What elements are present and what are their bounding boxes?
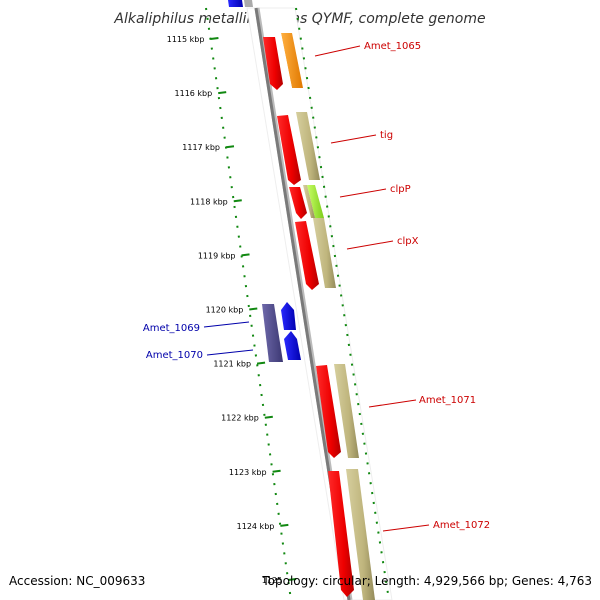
scale-label: 1121 kbp	[213, 360, 251, 369]
scale-label: 1120 kbp	[206, 306, 244, 315]
scale-label: 1117 kbp	[182, 143, 220, 152]
gene-amet-1071	[316, 364, 359, 458]
scale-tick	[218, 91, 227, 95]
accession-text: Accession: NC_009633	[9, 574, 146, 588]
scale-labels: 1115 kbp 1116 kbp 1117 kbp 1118 kbp 1119 kbp…	[167, 35, 282, 585]
gene-labels: Amet_1065 tig clpP clpX Amet_1069 Amet_1…	[143, 41, 490, 531]
scale-tick	[288, 578, 297, 581]
scale-tick	[210, 37, 219, 40]
scale-tick	[264, 415, 273, 419]
scale-label: 1125	[262, 576, 282, 585]
scale-tick	[256, 361, 266, 365]
scale-tick	[249, 307, 258, 311]
scale-tick	[225, 145, 235, 149]
gene-clpX	[295, 218, 336, 290]
gene-label-amet-1065: Amet_1065	[364, 41, 421, 52]
topology-text: Topology: circular; Length: 4,929,566 bp…	[262, 574, 592, 588]
gene-label-leaders	[203, 45, 430, 532]
gene-amet-1065	[263, 33, 303, 90]
scale-label: 1115 kbp	[167, 35, 205, 44]
gene-label-clpX: clpX	[397, 236, 419, 247]
scale-ruler	[205, 7, 390, 600]
gene-label-amet-1072: Amet_1072	[433, 520, 490, 531]
gene-amet-1072	[328, 469, 375, 600]
scale-tick	[280, 523, 289, 527]
scale-tick	[272, 469, 281, 473]
scale-label: 1119 kbp	[198, 251, 236, 260]
gene-tig	[277, 112, 320, 185]
scale-label: 1118 kbp	[190, 197, 228, 206]
gene-label-clpP: clpP	[390, 184, 411, 195]
map-title: Alkaliphilus metalliredigens QYMF, compl…	[113, 11, 485, 27]
gene-label-amet-1071: Amet_1071	[419, 395, 476, 406]
gene-amet-1069-1070	[262, 302, 301, 362]
scale-label: 1122 kbp	[221, 414, 259, 423]
gene-label-amet-1069: Amet_1069	[143, 323, 200, 334]
gene-clpP	[289, 185, 324, 219]
scale-tick	[241, 253, 250, 257]
gene-label-amet-1070: Amet_1070	[146, 350, 203, 361]
gene-label-tig: tig	[380, 130, 393, 141]
scale-label: 1116 kbp	[175, 89, 213, 98]
scale-label: 1123 kbp	[229, 468, 267, 477]
top-cutoff-features	[228, 0, 253, 7]
scale-tick	[233, 199, 242, 203]
scale-label: 1124 kbp	[237, 522, 275, 531]
